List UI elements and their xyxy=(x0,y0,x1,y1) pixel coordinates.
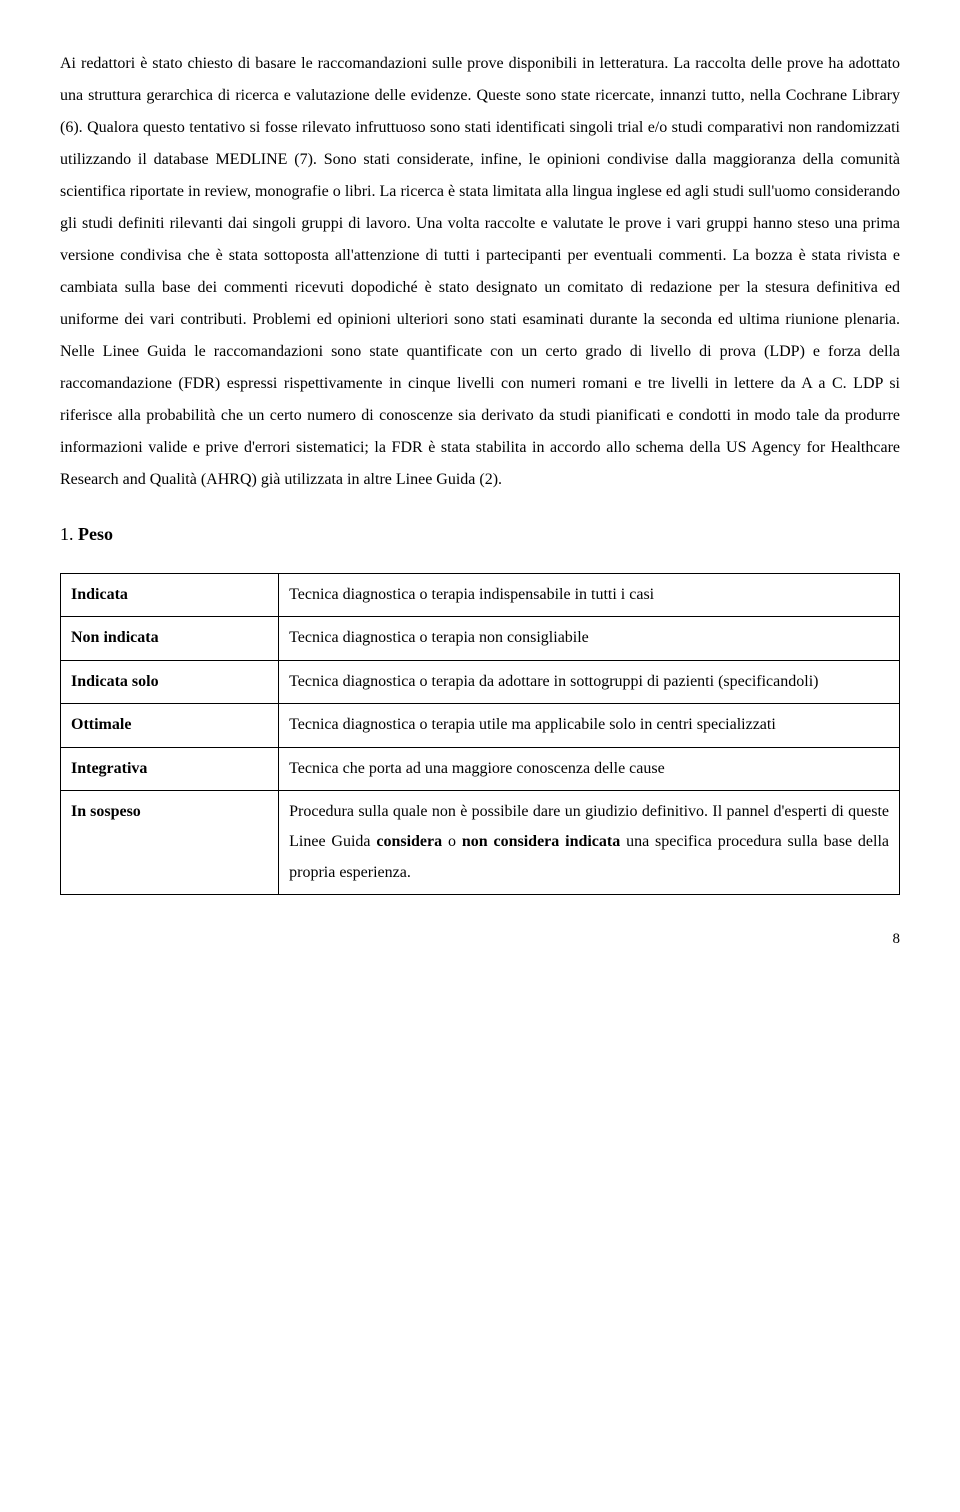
section-title: Peso xyxy=(78,524,113,544)
row-description: Tecnica diagnostica o terapia non consig… xyxy=(279,617,900,660)
row-label: In sospeso xyxy=(61,790,279,894)
row-label: Non indicata xyxy=(61,617,279,660)
row-description: Tecnica che porta ad una maggiore conosc… xyxy=(279,747,900,790)
row-label: Indicata solo xyxy=(61,660,279,703)
body-paragraph: Ai redattori è stato chiesto di basare l… xyxy=(60,48,900,496)
table-row: In sospesoProcedura sulla quale non è po… xyxy=(61,790,900,894)
section-heading: 1. Peso xyxy=(60,524,900,545)
section-number: 1. xyxy=(60,524,74,544)
row-description: Tecnica diagnostica o terapia utile ma a… xyxy=(279,704,900,747)
table-row: OttimaleTecnica diagnostica o terapia ut… xyxy=(61,704,900,747)
row-description: Procedura sulla quale non è possibile da… xyxy=(279,790,900,894)
row-description: Tecnica diagnostica o terapia da adottar… xyxy=(279,660,900,703)
table-row: IntegrativaTecnica che porta ad una magg… xyxy=(61,747,900,790)
row-description: Tecnica diagnostica o terapia indispensa… xyxy=(279,574,900,617)
page-number: 8 xyxy=(60,931,900,948)
row-label: Indicata xyxy=(61,574,279,617)
row-label: Ottimale xyxy=(61,704,279,747)
table-row: Indicata soloTecnica diagnostica o terap… xyxy=(61,660,900,703)
table-row: Non indicataTecnica diagnostica o terapi… xyxy=(61,617,900,660)
table-row: IndicataTecnica diagnostica o terapia in… xyxy=(61,574,900,617)
row-label: Integrativa xyxy=(61,747,279,790)
definitions-table: IndicataTecnica diagnostica o terapia in… xyxy=(60,573,900,895)
